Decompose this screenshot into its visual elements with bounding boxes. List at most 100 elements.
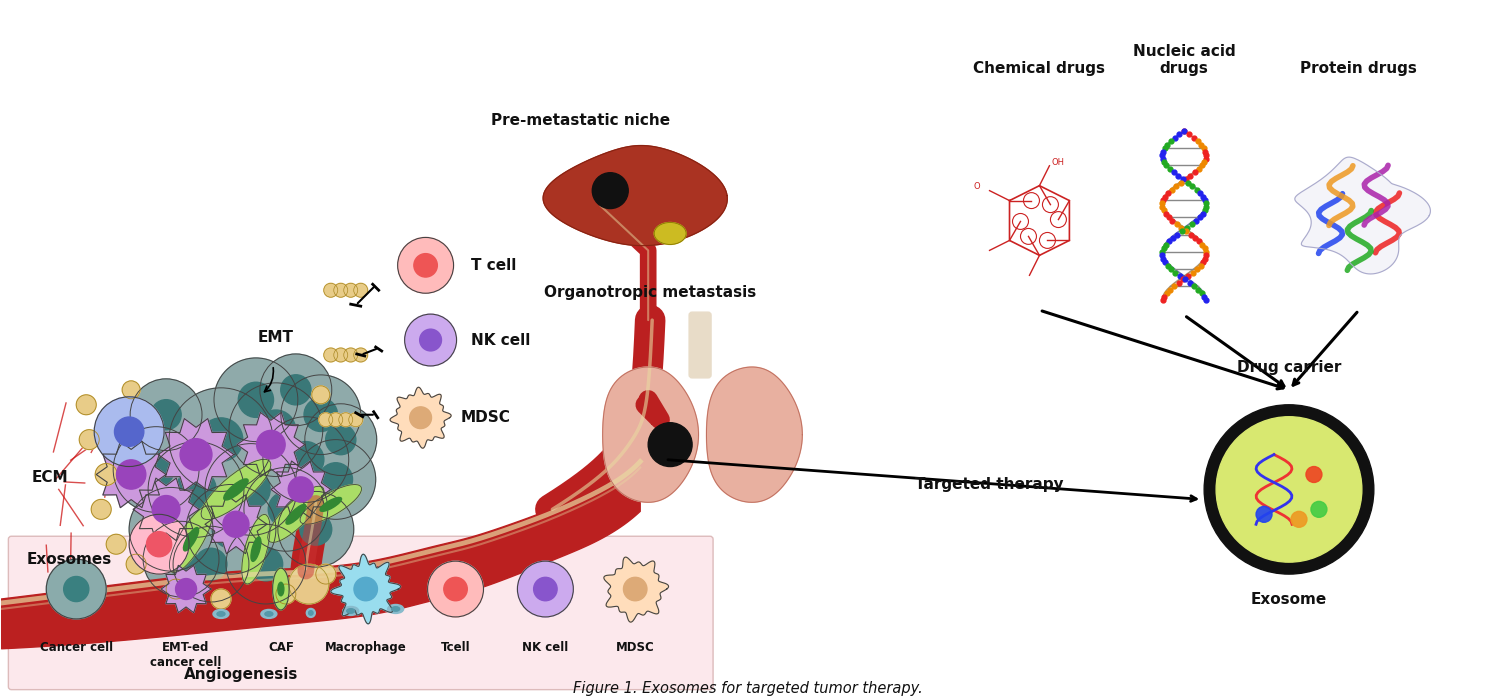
Text: Angiogenesis: Angiogenesis: [184, 667, 298, 682]
Circle shape: [1306, 466, 1322, 482]
Circle shape: [232, 470, 271, 509]
Circle shape: [355, 577, 377, 601]
Circle shape: [117, 460, 145, 489]
Text: NK cell: NK cell: [471, 332, 530, 348]
Ellipse shape: [268, 487, 325, 542]
Circle shape: [323, 283, 338, 297]
Circle shape: [268, 492, 304, 527]
Text: NK cell: NK cell: [522, 641, 568, 654]
Circle shape: [46, 559, 106, 619]
Circle shape: [1204, 405, 1373, 574]
Circle shape: [115, 417, 144, 446]
Text: MDSC: MDSC: [461, 411, 510, 425]
Circle shape: [223, 512, 248, 537]
Circle shape: [534, 577, 557, 601]
Polygon shape: [271, 461, 331, 518]
Circle shape: [147, 532, 172, 557]
Ellipse shape: [347, 608, 355, 613]
Circle shape: [186, 484, 275, 574]
Ellipse shape: [184, 528, 199, 551]
Circle shape: [344, 283, 358, 297]
Circle shape: [175, 579, 196, 599]
Text: Macrophage: Macrophage: [325, 641, 407, 654]
Circle shape: [257, 430, 286, 459]
Circle shape: [130, 379, 202, 450]
Circle shape: [624, 577, 646, 601]
Text: MDSC: MDSC: [616, 641, 655, 654]
Text: OH: OH: [1052, 158, 1065, 167]
Circle shape: [94, 397, 165, 466]
Circle shape: [296, 440, 375, 519]
Text: Exosomes: Exosomes: [27, 551, 112, 567]
Ellipse shape: [308, 611, 313, 615]
Circle shape: [420, 329, 441, 351]
Circle shape: [398, 238, 453, 293]
Ellipse shape: [265, 612, 272, 616]
Circle shape: [238, 382, 274, 418]
Polygon shape: [162, 565, 211, 613]
Circle shape: [304, 398, 338, 431]
Circle shape: [648, 422, 693, 466]
Text: Nucleic acid
drugs: Nucleic acid drugs: [1132, 44, 1236, 76]
Circle shape: [129, 514, 188, 574]
Circle shape: [114, 427, 199, 512]
Circle shape: [106, 535, 126, 554]
Circle shape: [275, 584, 296, 604]
Circle shape: [305, 404, 377, 475]
Circle shape: [229, 383, 323, 477]
Circle shape: [165, 543, 197, 575]
Circle shape: [316, 564, 335, 584]
Circle shape: [199, 418, 242, 461]
Circle shape: [299, 514, 332, 545]
Circle shape: [214, 358, 298, 442]
Circle shape: [334, 348, 347, 362]
Polygon shape: [133, 478, 199, 541]
Text: Organotropic metastasis: Organotropic metastasis: [545, 285, 757, 300]
Text: Chemical drugs: Chemical drugs: [974, 61, 1106, 76]
Ellipse shape: [654, 222, 687, 245]
Circle shape: [194, 549, 227, 580]
Ellipse shape: [272, 568, 289, 610]
Ellipse shape: [217, 612, 224, 616]
Text: ECM: ECM: [31, 470, 67, 485]
Polygon shape: [205, 495, 266, 553]
Ellipse shape: [320, 498, 341, 512]
Circle shape: [287, 442, 323, 477]
Circle shape: [151, 399, 181, 430]
Ellipse shape: [242, 514, 269, 584]
Polygon shape: [96, 441, 166, 507]
Circle shape: [428, 561, 483, 617]
Ellipse shape: [200, 459, 271, 519]
Text: Tcell: Tcell: [441, 641, 470, 654]
Text: Figure 1. Exosomes for targeted tumor therapy.: Figure 1. Exosomes for targeted tumor th…: [573, 680, 923, 696]
Text: T cell: T cell: [471, 258, 516, 273]
Circle shape: [323, 348, 338, 362]
Polygon shape: [1, 457, 640, 649]
FancyBboxPatch shape: [9, 536, 714, 689]
Ellipse shape: [387, 604, 404, 613]
Circle shape: [174, 526, 248, 602]
Circle shape: [592, 173, 628, 208]
Circle shape: [260, 354, 332, 426]
Polygon shape: [706, 367, 802, 503]
Circle shape: [404, 314, 456, 366]
Circle shape: [138, 452, 174, 487]
Text: Protein drugs: Protein drugs: [1300, 61, 1417, 76]
Circle shape: [96, 464, 117, 485]
Circle shape: [211, 589, 230, 609]
Text: Pre-metastatic niche: Pre-metastatic niche: [491, 113, 670, 128]
Polygon shape: [603, 367, 699, 503]
Circle shape: [144, 521, 218, 597]
Text: Drug carrier: Drug carrier: [1237, 360, 1342, 375]
Ellipse shape: [307, 608, 316, 618]
Circle shape: [79, 429, 99, 450]
Circle shape: [289, 477, 313, 502]
Circle shape: [326, 424, 356, 454]
Circle shape: [1216, 417, 1361, 562]
Polygon shape: [236, 413, 305, 477]
Circle shape: [289, 564, 329, 604]
Ellipse shape: [392, 606, 399, 611]
Circle shape: [410, 407, 431, 429]
Polygon shape: [1296, 157, 1430, 274]
Circle shape: [180, 438, 212, 470]
